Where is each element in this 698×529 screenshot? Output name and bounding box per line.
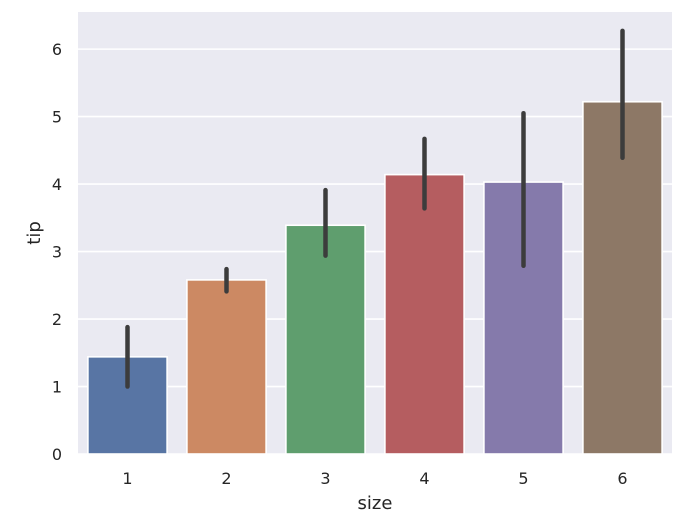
y-tick-label: 4 bbox=[52, 175, 62, 194]
x-tick-label: 6 bbox=[617, 469, 627, 488]
x-tick-label: 2 bbox=[221, 469, 231, 488]
y-tick-label: 1 bbox=[52, 378, 62, 397]
y-tick-label: 6 bbox=[52, 40, 62, 59]
x-tick-label: 5 bbox=[518, 469, 528, 488]
bar-4 bbox=[384, 173, 465, 455]
y-axis-label: tip bbox=[24, 221, 45, 244]
bar-3 bbox=[285, 224, 366, 455]
x-tick-label: 4 bbox=[419, 469, 429, 488]
bar-6 bbox=[582, 100, 663, 455]
y-tick-label: 3 bbox=[52, 243, 62, 262]
grid-lines bbox=[78, 48, 672, 455]
watermark-text: 知乎 @小可乐大魔王 bbox=[507, 490, 684, 512]
x-tick-labels: 1 2 3 4 5 6 bbox=[122, 469, 627, 488]
x-axis-label: size bbox=[358, 493, 393, 514]
error-bars bbox=[125, 28, 625, 389]
y-tick-label: 5 bbox=[52, 108, 62, 127]
y-tick-label: 2 bbox=[52, 310, 62, 329]
y-tick-label: 0 bbox=[52, 445, 62, 464]
plot-area bbox=[78, 12, 672, 454]
bar-2 bbox=[186, 279, 267, 455]
x-tick-label: 3 bbox=[320, 469, 330, 488]
x-tick-label: 1 bbox=[122, 469, 132, 488]
y-tick-labels: 0 1 2 3 4 5 6 bbox=[52, 40, 62, 464]
